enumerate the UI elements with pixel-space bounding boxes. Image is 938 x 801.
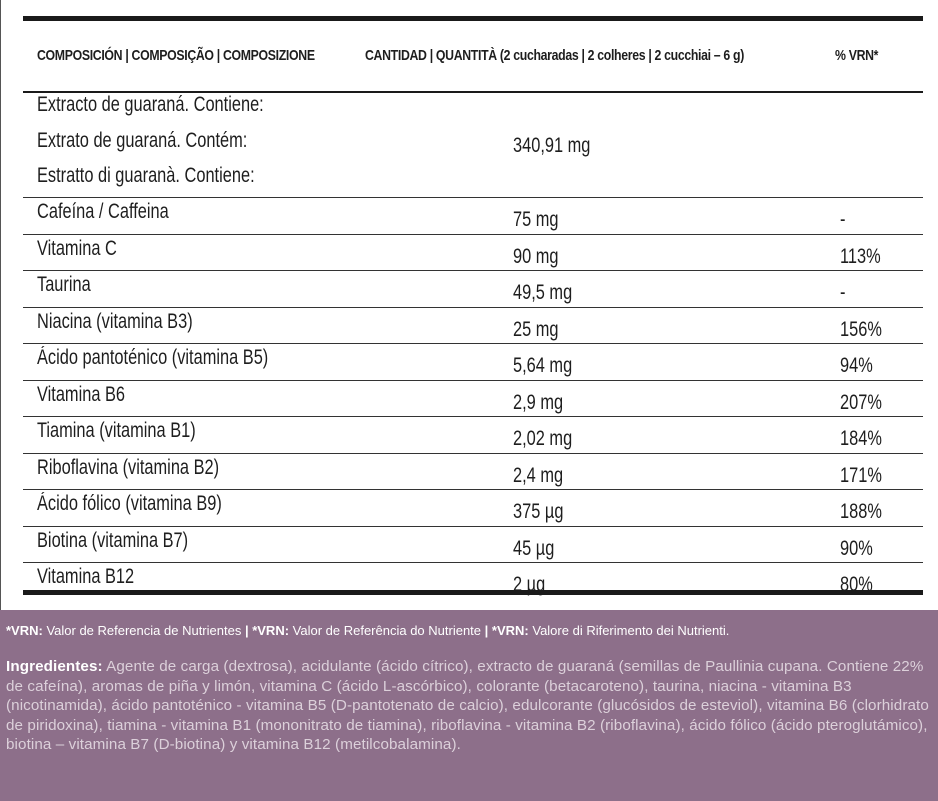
label-footer: *VRN: Valor de Referencia de Nutrientes … xyxy=(0,610,938,801)
nutrient-name: Niacina (vitamina B3) xyxy=(37,309,193,333)
nutrient-amount: 375 µg xyxy=(513,500,564,523)
nutrient-amount: 49,5 mg xyxy=(513,281,573,304)
nutrient-name: Ácido pantoténico (vitamina B5) xyxy=(37,346,269,369)
nutrient-name: Riboflavina (vitamina B2) xyxy=(37,455,220,479)
table-header: COMPOSICIÓN | COMPOSIÇÃO | COMPOSIZIONE … xyxy=(23,21,923,93)
nutrient-vrn: - xyxy=(840,281,846,304)
vrn-text-it: Valore di Riferimento dei Nutrienti. xyxy=(528,623,730,638)
nutrient-name: Cafeína / Caffeina xyxy=(37,200,169,223)
nutrient-name: Vitamina B6 xyxy=(37,382,126,406)
ingredients-paragraph: Ingredientes: Agente de carga (dextrosa)… xyxy=(6,657,932,755)
table-bottom-rule xyxy=(23,590,923,595)
header-quantity: CANTIDAD | QUANTITÀ (2 cucharadas | 2 co… xyxy=(365,47,744,64)
nutrient-name: Biotina (vitamina B7) xyxy=(37,528,189,552)
nutrient-amount: 25 mg xyxy=(513,317,559,341)
nutrient-amount: 2,4 mg xyxy=(513,463,564,487)
nutrient-vrn: 171% xyxy=(840,463,882,487)
nutrient-vrn: 156% xyxy=(840,317,882,341)
nutrient-name: Vitamina C xyxy=(37,236,117,260)
nutrient-name: Taurina xyxy=(37,273,91,296)
vrn-separator: | xyxy=(244,623,249,638)
guarana-amount: 340,91 mg xyxy=(513,134,591,157)
guarana-line-es: Extracto de guaraná. Contiene: xyxy=(37,93,264,116)
table-row: Cafeína / Caffeina 75 mg - xyxy=(23,198,923,235)
table-row: Vitamina C 90 mg 113% xyxy=(23,235,923,271)
nutrient-vrn: 188% xyxy=(840,500,882,523)
vrn-text-es: Valor de Referencia de Nutrientes xyxy=(42,623,245,638)
vrn-label-pt: *VRN: xyxy=(252,623,290,638)
header-composition: COMPOSICIÓN | COMPOSIÇÃO | COMPOSIZIONE xyxy=(37,47,315,64)
table-row: Niacina (vitamina B3) 25 mg 156% xyxy=(23,308,923,344)
nutrient-name: Ácido fólico (vitamina B9) xyxy=(37,492,222,515)
nutrient-amount: 2,9 mg xyxy=(513,390,564,414)
nutrient-vrn: 113% xyxy=(840,244,881,268)
table-row-guarana: Extracto de guaraná. Contiene: Extrato d… xyxy=(23,91,923,198)
nutrient-amount: 5,64 mg xyxy=(513,354,573,377)
nutrient-vrn: 90% xyxy=(840,536,873,560)
ingredients-label: Ingredientes: xyxy=(6,658,103,675)
nutrition-table-body: Extracto de guaraná. Contiene: Extrato d… xyxy=(23,91,923,599)
vrn-text-pt: Valor de Referência do Nutriente xyxy=(289,623,485,638)
table-row: Riboflavina (vitamina B2) 2,4 mg 171% xyxy=(23,454,923,490)
table-row: Taurina 49,5 mg - xyxy=(23,271,923,308)
table-row: Biotina (vitamina B7) 45 µg 90% xyxy=(23,527,923,563)
vrn-footnote: *VRN: Valor de Referencia de Nutrientes … xyxy=(6,623,729,638)
table-row: Tiamina (vitamina B1) 2,02 mg 184% xyxy=(23,417,923,454)
table-row: Vitamina B6 2,9 mg 207% xyxy=(23,381,923,417)
nutrient-amount: 90 mg xyxy=(513,244,559,268)
guarana-line-pt: Extrato de guaraná. Contém: xyxy=(37,129,248,152)
nutrient-vrn: 94% xyxy=(840,354,873,377)
vrn-label-it: *VRN: xyxy=(491,623,529,638)
vrn-separator: | xyxy=(484,623,489,638)
nutrition-table-panel: COMPOSICIÓN | COMPOSIÇÃO | COMPOSIZIONE … xyxy=(0,0,923,610)
nutrient-name: Vitamina B12 xyxy=(37,565,135,588)
guarana-line-it: Estratto di guaranà. Contiene: xyxy=(37,164,255,187)
nutrient-vrn: 184% xyxy=(840,427,882,450)
nutrient-amount: 45 µg xyxy=(513,536,555,560)
nutrient-vrn: - xyxy=(840,208,846,231)
table-row: Ácido fólico (vitamina B9) 375 µg 188% xyxy=(23,490,923,527)
ingredients-text: Agente de carga (dextrosa), acidulante (… xyxy=(6,658,929,753)
nutrient-amount: 2,02 mg xyxy=(513,427,573,450)
vrn-label-es: *VRN: xyxy=(6,623,43,638)
table-row: Ácido pantoténico (vitamina B5) 5,64 mg … xyxy=(23,344,923,381)
nutrient-name: Tiamina (vitamina B1) xyxy=(37,419,196,442)
table-top-rule xyxy=(23,16,923,21)
nutrient-amount: 75 mg xyxy=(513,208,559,231)
header-vrn: % VRN* xyxy=(835,47,879,64)
nutrient-vrn: 207% xyxy=(840,390,882,414)
